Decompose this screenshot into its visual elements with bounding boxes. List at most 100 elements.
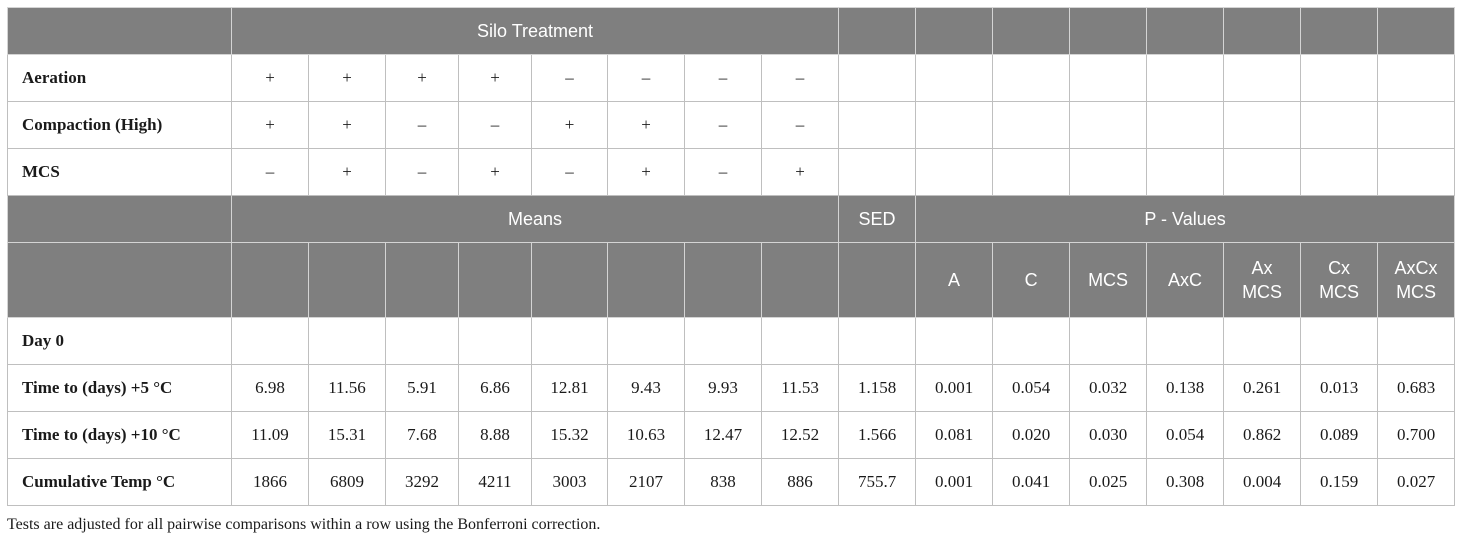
sed-header: SED	[838, 195, 917, 243]
factor-cell: –	[684, 54, 762, 102]
factor-cell: –	[531, 54, 608, 102]
mean-cell: 11.09	[231, 411, 309, 459]
factor-row-mcs: MCS – + – + – + – +	[7, 148, 1456, 196]
row-label: Day 0	[7, 317, 232, 365]
pvalue-cell: 0.001	[915, 364, 994, 412]
mean-cell: 6.86	[458, 364, 532, 412]
factor-cell: –	[458, 101, 532, 149]
mean-cell: 8.88	[458, 411, 532, 459]
mean-cell: 4211	[458, 458, 532, 506]
mean-cell: 12.81	[531, 364, 608, 412]
factor-cell: +	[607, 101, 685, 149]
sed-cell: 1.158	[838, 364, 917, 412]
factor-cell: –	[684, 101, 762, 149]
row-label: Time to (days) +5 °C	[7, 364, 232, 412]
mean-cell: 6809	[308, 458, 386, 506]
pvalue-column-header: MCS	[1069, 242, 1148, 318]
sed-cell: 755.7	[838, 458, 917, 506]
factor-cell: +	[607, 148, 685, 196]
factor-cell: –	[385, 101, 459, 149]
silo-treatment-header-row: Silo Treatment	[7, 7, 1456, 55]
pvalue-cell: 0.001	[915, 458, 994, 506]
table-row: Cumulative Temp °C 1866 6809 3292 4211 3…	[7, 458, 1456, 506]
mean-cell: 10.63	[607, 411, 685, 459]
results-table: Silo Treatment Aeration + + + + – – – – …	[7, 7, 1456, 506]
mean-cell: 15.31	[308, 411, 386, 459]
pvalue-cell: 0.308	[1146, 458, 1225, 506]
pvalue-cell: 0.013	[1300, 364, 1379, 412]
pvalue-cell: 0.004	[1223, 458, 1302, 506]
table-row: Time to (days) +10 °C 11.09 15.31 7.68 8…	[7, 411, 1456, 459]
pvalue-cell: 0.081	[915, 411, 994, 459]
mean-cell: 886	[760, 458, 840, 506]
factor-cell: +	[385, 54, 459, 102]
factor-cell: +	[231, 54, 309, 102]
mean-cell: 12.47	[684, 411, 762, 459]
factor-cell: +	[760, 148, 840, 196]
factor-cell: –	[760, 54, 840, 102]
factor-cell: –	[531, 148, 608, 196]
pvalue-cell: 0.683	[1377, 364, 1456, 412]
mean-cell: 7.68	[385, 411, 459, 459]
mean-cell: 3292	[385, 458, 459, 506]
pvalue-cell: 0.030	[1069, 411, 1148, 459]
pvalue-column-header: C	[992, 242, 1071, 318]
mean-cell: 5.91	[385, 364, 459, 412]
row-label: Aeration	[7, 54, 232, 102]
row-label: MCS	[7, 148, 232, 196]
mean-cell: 15.32	[531, 411, 608, 459]
row-label: Time to (days) +10 °C	[7, 411, 232, 459]
pvalue-cell: 0.089	[1300, 411, 1379, 459]
pvalue-columns-row: A C MCS AxC Ax MCS Cx MCS AxCx MCS	[7, 242, 1456, 318]
silo-treatment-header: Silo Treatment	[230, 7, 840, 55]
pvalue-column-header: A	[915, 242, 994, 318]
factor-cell: –	[607, 54, 685, 102]
pvalue-cell: 0.041	[992, 458, 1071, 506]
table-footnote: Tests are adjusted for all pairwise comp…	[7, 516, 601, 533]
mean-cell: 11.56	[308, 364, 386, 412]
mean-cell: 11.53	[760, 364, 840, 412]
factor-cell: +	[308, 54, 386, 102]
pvalue-cell: 0.027	[1377, 458, 1456, 506]
factor-cell: +	[531, 101, 608, 149]
mean-cell: 2107	[607, 458, 685, 506]
day0-row: Day 0	[7, 317, 1456, 365]
row-label: Cumulative Temp °C	[7, 458, 232, 506]
mean-cell: 6.98	[231, 364, 309, 412]
factor-cell: +	[458, 54, 532, 102]
table-row: Time to (days) +5 °C 6.98 11.56 5.91 6.8…	[7, 364, 1456, 412]
pvalue-cell: 0.054	[1146, 411, 1225, 459]
factor-cell: –	[760, 101, 840, 149]
mean-cell: 838	[684, 458, 762, 506]
factor-cell: –	[231, 148, 309, 196]
pvalue-column-header: AxC	[1146, 242, 1225, 318]
factor-cell: +	[231, 101, 309, 149]
pvalue-cell: 0.862	[1223, 411, 1302, 459]
mean-cell: 9.43	[607, 364, 685, 412]
factor-cell: –	[684, 148, 762, 196]
pvalue-cell: 0.020	[992, 411, 1071, 459]
factor-cell: +	[308, 101, 386, 149]
factor-row-aeration: Aeration + + + + – – – –	[7, 54, 1456, 102]
factor-cell: –	[385, 148, 459, 196]
factor-cell: +	[308, 148, 386, 196]
mean-cell: 12.52	[760, 411, 840, 459]
mean-cell: 9.93	[684, 364, 762, 412]
pvalue-cell: 0.032	[1069, 364, 1148, 412]
pvalue-cell: 0.261	[1223, 364, 1302, 412]
pvalues-header: P - Values	[915, 195, 1456, 243]
pvalue-column-header: Cx MCS	[1300, 242, 1379, 318]
pvalue-column-header: AxCx MCS	[1377, 242, 1456, 318]
pvalue-cell: 0.159	[1300, 458, 1379, 506]
sed-cell: 1.566	[838, 411, 917, 459]
pvalue-column-header: Ax MCS	[1223, 242, 1302, 318]
factor-cell: +	[458, 148, 532, 196]
means-header: Means	[230, 195, 840, 243]
pvalue-cell: 0.054	[992, 364, 1071, 412]
pvalue-cell: 0.138	[1146, 364, 1225, 412]
pvalue-cell: 0.025	[1069, 458, 1148, 506]
pvalue-cell: 0.700	[1377, 411, 1456, 459]
mean-cell: 1866	[231, 458, 309, 506]
section-header-row: Means SED P - Values	[7, 195, 1456, 243]
mean-cell: 3003	[531, 458, 608, 506]
